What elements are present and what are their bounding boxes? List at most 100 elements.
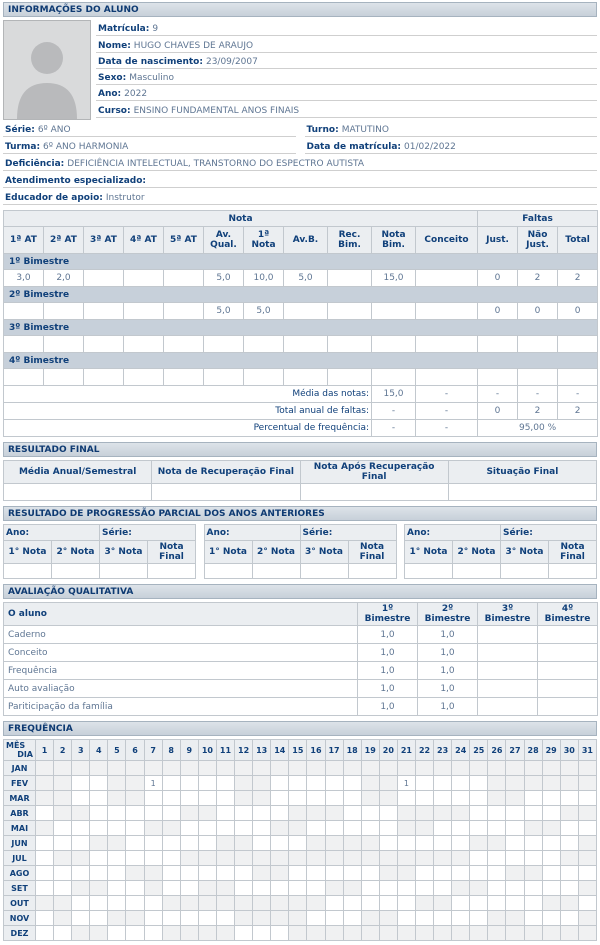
day-header: 15 bbox=[288, 739, 308, 761]
field-label: Sexo: bbox=[98, 73, 127, 84]
day-cell bbox=[378, 820, 398, 836]
day-cell bbox=[378, 910, 398, 926]
day-header: 4 bbox=[89, 739, 109, 761]
summary-value: 0 bbox=[477, 402, 519, 420]
day-cell bbox=[306, 790, 326, 806]
grades-summary-row: Média das notas: 15,0- - - - bbox=[3, 385, 599, 403]
day-cell bbox=[215, 850, 236, 866]
day-cell bbox=[577, 820, 598, 836]
day-cell bbox=[342, 760, 362, 776]
month-row: JUL bbox=[3, 850, 598, 866]
progressao-tables: Ano: Série: 1° Nota 2° Nota 3° Nota Nota Fina… bbox=[3, 524, 597, 579]
day-cell bbox=[34, 850, 55, 866]
qualitativa-value bbox=[477, 697, 538, 716]
day-header: 19 bbox=[360, 739, 380, 761]
day-cell bbox=[487, 775, 507, 791]
section-title: AVALIAÇÃO QUALITATIVA bbox=[8, 587, 134, 597]
day-cell bbox=[342, 895, 362, 911]
ano-label: Ano: bbox=[404, 524, 501, 541]
day-cell bbox=[252, 790, 272, 806]
day-cell bbox=[270, 880, 290, 896]
resultado-final-column-header: Nota de Recuperação Final bbox=[151, 460, 301, 484]
grade-cell bbox=[327, 368, 372, 386]
bimestre-values-row: 5,0 5,0 0 0 0 bbox=[3, 302, 599, 320]
day-cell bbox=[396, 850, 416, 866]
day-cell bbox=[53, 895, 73, 911]
day-cell bbox=[324, 775, 344, 791]
qualitativa-value: 1,0 bbox=[417, 643, 478, 662]
day-cell bbox=[414, 805, 435, 821]
frequencia-header-row: MÊS DIA 1 2 3 4 5 6 7 8 9 10 11 12 13 14 15 16 17 18 19 20 21 2… bbox=[3, 739, 598, 761]
day-cell bbox=[252, 895, 272, 911]
day-cell bbox=[433, 865, 453, 881]
day-cell bbox=[360, 790, 380, 806]
day-cell bbox=[378, 790, 398, 806]
month-label: DEZ bbox=[3, 925, 36, 941]
day-cell bbox=[360, 760, 380, 776]
day-cell bbox=[469, 760, 489, 776]
qualitativa-value: 1,0 bbox=[357, 679, 418, 698]
day-cell bbox=[469, 850, 489, 866]
day-cell bbox=[487, 895, 507, 911]
summary-value: - bbox=[414, 385, 479, 403]
progressao-value bbox=[251, 563, 301, 579]
qualitativa-row: Conceito 1,0 1,0 bbox=[3, 643, 598, 662]
day-cell bbox=[34, 910, 55, 926]
grade-cell bbox=[283, 335, 328, 353]
grade-cell bbox=[3, 302, 44, 320]
day-cell bbox=[234, 925, 254, 941]
day-cell bbox=[378, 865, 398, 881]
day-cell bbox=[143, 895, 163, 911]
day-cell bbox=[523, 865, 543, 881]
day-cell bbox=[559, 925, 579, 941]
grade-cell bbox=[43, 302, 84, 320]
grade-cell: 15,0 bbox=[371, 269, 416, 287]
day-cell bbox=[234, 880, 254, 896]
progressao-value bbox=[404, 563, 453, 579]
day-cell bbox=[143, 880, 163, 896]
grades-column-header: Just. bbox=[477, 226, 519, 254]
month-label: MAR bbox=[3, 790, 36, 806]
grade-cell bbox=[83, 302, 124, 320]
grades-column-header: Nota Bim. bbox=[371, 226, 416, 254]
day-cell bbox=[559, 820, 579, 836]
day-cell bbox=[288, 775, 308, 791]
day-cell bbox=[107, 835, 127, 851]
day-cell bbox=[505, 865, 525, 881]
bimestre-label: 1º Bimestre bbox=[2, 253, 599, 270]
day-cell bbox=[125, 790, 145, 806]
qualitativa-criterion: Frequência bbox=[3, 661, 358, 680]
day-cell bbox=[559, 910, 579, 926]
day-header: 23 bbox=[433, 739, 453, 761]
info-fields-full-width: Deficiência: DEFICIÊNCIA INTELECTUAL, TRA… bbox=[3, 154, 597, 205]
day-cell bbox=[125, 760, 145, 776]
summary-label: Média das notas: bbox=[3, 385, 372, 403]
grade-cell bbox=[163, 269, 204, 287]
day-cell bbox=[197, 805, 217, 821]
month-row: MAI bbox=[3, 820, 598, 836]
month-label: JAN bbox=[3, 760, 36, 776]
grades-column-header: Total bbox=[557, 226, 599, 254]
grade-cell bbox=[327, 335, 372, 353]
month-row: JAN bbox=[3, 760, 598, 776]
qualitativa-value: 1,0 bbox=[417, 679, 478, 698]
day-cell bbox=[179, 775, 199, 791]
day-cell bbox=[288, 910, 308, 926]
day-cell bbox=[252, 835, 272, 851]
day-cell bbox=[288, 925, 308, 941]
day-cell bbox=[433, 760, 453, 776]
day-cell bbox=[523, 850, 543, 866]
day-cell bbox=[541, 760, 561, 776]
day-cell bbox=[143, 865, 163, 881]
field-value: 23/09/2007 bbox=[205, 56, 258, 67]
field-label: Curso: bbox=[98, 105, 131, 116]
section-header-progressao-parcial: RESULTADO DE PROGRESSÃO PARCIAL DOS ANOS… bbox=[3, 506, 597, 521]
day-cell bbox=[469, 775, 489, 791]
day-cell bbox=[559, 895, 579, 911]
grade-cell: 0 bbox=[557, 302, 599, 320]
day-cell bbox=[53, 820, 73, 836]
ano-label: Ano: bbox=[3, 524, 100, 541]
day-cell bbox=[505, 820, 525, 836]
day-cell bbox=[161, 760, 181, 776]
grade-cell bbox=[163, 302, 204, 320]
